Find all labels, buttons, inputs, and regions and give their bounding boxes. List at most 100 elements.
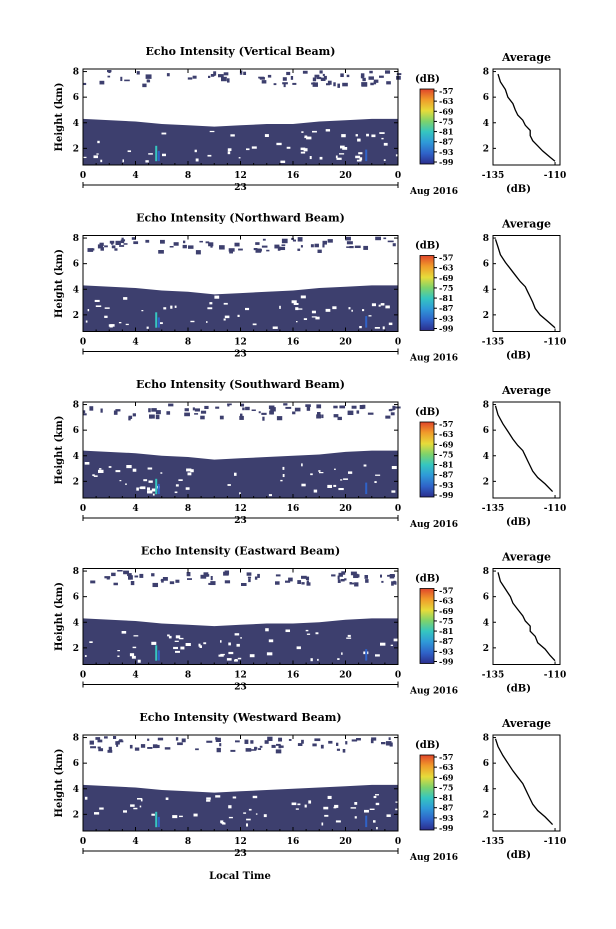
upper-echo-speck [356,410,360,414]
echo-gap-speck [121,631,127,634]
upper-echo-speck [224,570,230,575]
upper-echo-speck [262,416,265,421]
echo-gap-speck [179,815,183,818]
echo-gap-speck [84,796,88,800]
average-x-tick-label: -110 [544,171,567,181]
echo-gap-speck [300,147,306,151]
x-axis-label: Local Time [209,871,271,882]
upper-echo-speck [297,743,303,746]
echo-gap-speck [383,159,386,162]
echo-gap-speck [151,488,158,492]
upper-echo-speck [312,82,318,87]
upper-echo-speck [100,408,103,413]
echo-gap-speck [251,146,257,149]
colorbar-tick-label: -57 [439,253,453,263]
echo-gap-speck [95,305,102,308]
upper-echo-speck [255,242,260,245]
upper-echo-speck [370,82,374,86]
colorbar-tick-label: -69 [439,606,454,616]
echo-gap-speck [264,134,269,138]
x-tick-label: 12 [234,338,247,348]
echo-gap-speck [363,464,367,467]
upper-echo-speck [305,404,311,407]
echo-gap-speck [368,315,372,317]
upper-echo-speck [347,410,354,416]
upper-echo-speck [282,82,288,85]
echo-gap-speck [304,136,309,139]
echo-gap-speck [99,807,104,810]
upper-echo-speck [283,82,286,88]
echo-gap-speck [378,304,381,307]
echo-gap-speck [237,657,242,660]
upper-echo-speck [251,409,256,412]
upper-echo-speck [89,406,94,411]
average-y-tick-label: 2 [483,810,489,820]
beam-panel: Echo Intensity (Westward Beam) 0 4 8 12 16 20 0… [54,711,566,863]
upper-echo-speck [111,245,116,249]
x-tick-label: 20 [339,171,352,181]
panel-title: Echo Intensity (Northward Beam) [136,212,345,225]
upper-echo-speck [199,240,203,243]
upper-echo-speck [83,82,87,86]
date-label: Aug 2016 [409,354,458,364]
upper-echo-speck [327,239,333,243]
upper-echo-speck [148,408,151,413]
upper-echo-speck [337,83,341,88]
echo-gap-speck [297,803,301,806]
upper-echo-speck [288,577,293,582]
upper-echo-speck [281,238,288,244]
echo-gap-speck [94,299,100,302]
upper-echo-speck [228,248,235,252]
upper-echo-speck [320,744,324,749]
upper-echo-speck [381,742,386,745]
upper-echo-speck [177,742,183,746]
echo-gap-speck [297,308,303,310]
upper-echo-speck [337,579,341,583]
echo-gap-speck [215,795,221,798]
echo-gap-speck [209,130,215,133]
echo-gap-speck [237,314,240,317]
upper-echo-speck [279,246,286,251]
echo-gap-speck [295,307,299,311]
average-frame [492,734,561,832]
colorbar-tick-label: -63 [439,762,454,772]
day-label: 23 [234,183,247,193]
echo-gap-speck [245,307,250,311]
echo-gap-speck [301,483,306,487]
y-tick-label: 6 [73,593,79,603]
echo-gap-speck [145,160,149,163]
average-profile-line [494,738,554,826]
echo-gap-speck [186,468,192,472]
x-tick-label: 16 [287,338,300,348]
upper-echo-speck [213,71,217,76]
upper-echo-speck [119,739,123,742]
colorbar-tick-label: -57 [439,86,453,96]
upper-echo-speck [361,82,368,87]
average-profile-line [494,239,556,329]
colorbar-tick-label: -69 [439,772,454,782]
upper-echo-speck [250,749,257,751]
echo-gap-speck [148,153,153,155]
upper-echo-speck [234,242,240,247]
echo-gap-speck [391,490,396,493]
upper-echo-speck [314,243,319,248]
upper-echo-speck [350,571,357,576]
upper-echo-speck [139,573,144,578]
echo-gap-speck [268,639,274,643]
x-tick-label: 0 [395,837,401,847]
echo-gap-speck [139,805,142,808]
upper-echo-speck [275,581,280,585]
echo-region [83,285,398,332]
colorbar-tick-label: -93 [439,147,454,157]
x-tick-label: 16 [287,504,300,514]
upper-echo-speck [98,748,104,752]
upper-echo-speck [301,575,307,579]
upper-echo-speck [385,415,391,419]
echo-gap-speck [327,795,332,800]
echo-gap-speck [263,814,267,818]
upper-echo-speck [107,75,111,78]
echo-gap-speck [354,802,358,805]
upper-echo-speck [344,578,347,581]
colorbar-unit: (dB) [415,407,440,418]
upper-echo-speck [210,576,213,581]
